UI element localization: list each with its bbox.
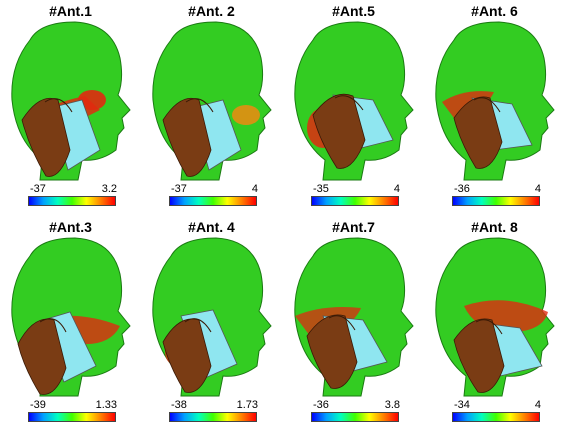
colorbar [311,412,399,422]
head-hand-phone-model [152,237,272,397]
colorbar [28,412,116,422]
colorbar-min-label: -36 [313,399,329,411]
panel-title: #Ant.1 [49,3,92,19]
colorbar [169,196,257,206]
colorbar-max-label: 3.2 [101,183,117,195]
colorbar [452,412,540,422]
head-hand-phone-model [294,21,414,181]
panel-ant-1: #Ant.1 -37 3.2 [0,0,141,216]
colorbar-min-label: -37 [171,183,187,195]
panel-title: #Ant.3 [49,219,92,235]
panel-title: #Ant.5 [332,3,375,19]
head-hand-phone-model [152,21,272,181]
colorbar-min-label: -39 [30,399,46,411]
panel-title: #Ant.7 [332,219,375,235]
head-hand-phone-model [435,237,555,397]
head-hand-phone-model [294,237,414,397]
colorbar-max-label: 4 [393,183,400,195]
colorbar-min-label: -37 [30,183,46,195]
panel-ant-2: #Ant. 2 -37 4 [141,0,282,216]
colorbar-max-label: 4 [534,183,541,195]
colorbar-min-label: -36 [454,183,470,195]
panel-title: #Ant. 8 [471,219,518,235]
colorbar [311,196,399,206]
colorbar [452,196,540,206]
colorbar-max-label: 4 [534,399,541,411]
colorbar-min-label: -35 [313,183,329,195]
colorbar-max-label: 1.33 [95,399,117,411]
colorbar [169,412,257,422]
panel-ant-8: #Ant. 8 -34 4 [424,216,565,432]
panel-title: #Ant. 6 [471,3,518,19]
head-hand-phone-model [11,237,131,397]
colorbar [28,196,116,206]
head-hand-phone-model [435,21,555,181]
panel-ant-5: #Ant.5 -35 4 [283,0,424,216]
panel-ant-4: #Ant. 4 -38 1.73 [141,216,282,432]
colorbar-max-label: 4 [251,183,258,195]
panel-title: #Ant. 4 [188,219,235,235]
colorbar-max-label: 3.8 [384,399,400,411]
panel-ant-3: #Ant.3 -39 1.33 [0,216,141,432]
panel-ant-6: #Ant. 6 -36 4 [424,0,565,216]
colorbar-max-label: 1.73 [236,399,258,411]
head-hand-phone-model [11,21,131,181]
colorbar-min-label: -34 [454,399,470,411]
panel-ant-7: #Ant.7 -36 3.8 [283,216,424,432]
colorbar-min-label: -38 [171,399,187,411]
panel-title: #Ant. 2 [188,3,235,19]
